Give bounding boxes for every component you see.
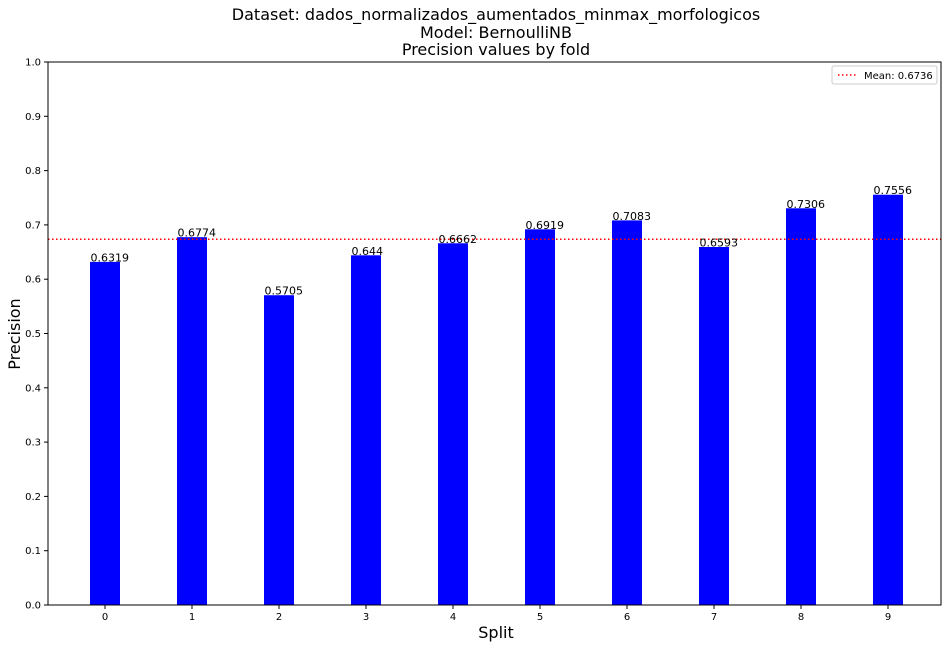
data-label-split-4: 0.6662 [439, 233, 478, 246]
x-tick-label-8: 8 [798, 612, 804, 623]
title-line-metric: Precision values by fold [402, 40, 590, 59]
data-label-split-0: 0.6319 [91, 251, 130, 264]
x-tick-label-2: 2 [276, 612, 282, 623]
data-label-split-9: 0.7556 [874, 184, 913, 197]
data-label-split-7: 0.6593 [700, 237, 739, 250]
title-line-dataset: Dataset: dados_normalizados_aumentados_m… [232, 5, 760, 25]
data-label-split-6: 0.7083 [613, 210, 652, 223]
chart-title: Dataset: dados_normalizados_aumentados_m… [232, 5, 760, 59]
data-label-split-1: 0.6774 [178, 227, 217, 240]
bar-split-7 [699, 247, 729, 605]
x-tick-label-7: 7 [711, 612, 717, 623]
bar-split-6 [612, 220, 642, 605]
y-tick-label-7: 0.7 [25, 220, 41, 231]
x-tick-label-1: 1 [189, 612, 195, 623]
bar-split-0 [90, 261, 120, 605]
bar-split-1 [177, 237, 207, 605]
x-tick-label-0: 0 [102, 612, 108, 623]
data-label-split-5: 0.6919 [526, 219, 565, 232]
bar-split-9 [873, 194, 903, 605]
x-tick-label-5: 5 [537, 612, 543, 623]
legend: Mean: 0.6736 [831, 65, 938, 85]
bar-split-2 [264, 295, 294, 605]
y-tick-label-4: 0.4 [25, 383, 41, 394]
y-tick-label-3: 0.3 [25, 438, 41, 449]
data-labels-layer: 0.6319 0.6774 0.5705 0.644 0.6662 0.6919 0.708… [91, 184, 913, 298]
y-tick-label-10: 1.0 [25, 58, 41, 69]
y-axis: 0.0 0.1 0.2 0.3 0.4 0.5 0.6 0.7 0.8 0.9 1.0 [25, 58, 48, 612]
y-tick-label-1: 0.1 [25, 546, 41, 557]
title-line-model: Model: BernoulliNB [420, 23, 572, 42]
y-axis-label: Precision [5, 298, 24, 369]
bar-split-4 [438, 243, 468, 605]
legend-box [831, 65, 938, 85]
x-tick-label-4: 4 [450, 612, 456, 623]
y-tick-label-2: 0.2 [25, 492, 41, 503]
y-tick-label-0: 0.0 [25, 601, 41, 612]
y-tick-label-9: 0.9 [25, 112, 41, 123]
x-tick-label-6: 6 [624, 612, 630, 623]
bar-split-8 [786, 208, 816, 606]
x-axis: 0 1 2 3 4 5 6 7 8 9 [102, 605, 891, 623]
x-axis-label: Split [478, 623, 513, 642]
legend-mean-label: Mean: 0.6736 [864, 71, 933, 82]
data-label-split-8: 0.7306 [787, 198, 826, 211]
y-tick-label-6: 0.6 [25, 275, 41, 286]
x-tick-label-9: 9 [885, 612, 891, 623]
data-label-split-2: 0.5705 [265, 285, 304, 298]
data-label-split-3: 0.644 [352, 245, 384, 258]
y-tick-label-5: 0.5 [25, 329, 41, 340]
bars-layer [90, 194, 903, 606]
y-tick-label-8: 0.8 [25, 166, 41, 177]
bar-split-5 [525, 229, 555, 606]
bar-split-3 [351, 255, 381, 606]
x-tick-label-3: 3 [363, 612, 369, 623]
